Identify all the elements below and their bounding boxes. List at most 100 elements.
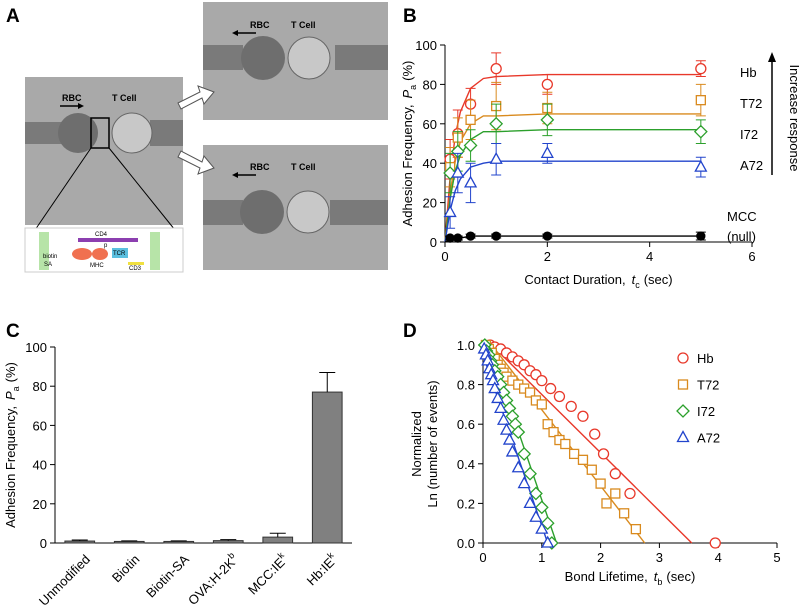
bar	[113, 540, 145, 544]
marker	[577, 410, 589, 422]
inset-label: TCR	[113, 251, 126, 257]
category-text: OVA:H-2K	[185, 555, 238, 608]
marker	[540, 516, 555, 531]
category-text: Biotin-SA	[143, 551, 192, 600]
marker	[529, 486, 543, 501]
cell-label: RBC	[250, 20, 270, 30]
x-tick-label: Biotin	[109, 552, 143, 586]
category-text: MCC:IE	[245, 555, 288, 598]
y-tick-label: 60	[33, 418, 47, 433]
axis-label-sub: c	[635, 280, 640, 290]
y-tick-label: 100	[25, 340, 47, 355]
cell-label: RBC	[250, 162, 270, 172]
y-tick-label: 80	[33, 379, 47, 394]
marker	[541, 535, 555, 548]
marker	[565, 400, 577, 413]
x-tick-label: 4	[646, 249, 653, 264]
marker	[541, 78, 553, 91]
axis-label-text: Bond Lifetime,	[565, 569, 648, 584]
x-tick-label: 1	[538, 550, 545, 565]
marker	[548, 426, 559, 438]
panel-label: B	[403, 6, 417, 27]
y-tick-label: 0.4	[457, 457, 475, 472]
category-text: Unmodified	[36, 552, 93, 609]
marker	[523, 496, 537, 509]
marker	[517, 476, 531, 489]
legend-label: T72	[740, 96, 762, 111]
x-tick-label: OVA:H-2Kb	[184, 550, 242, 608]
micrograph	[25, 77, 183, 225]
fit-line	[491, 344, 693, 544]
x-tick-label: 3	[656, 550, 663, 565]
legend-label: I72	[697, 404, 715, 419]
axis-label-unit: (%)	[3, 362, 18, 382]
marker	[553, 390, 566, 403]
marker	[595, 478, 606, 489]
marker	[536, 374, 548, 387]
marker	[496, 412, 511, 425]
marker	[534, 500, 549, 515]
error-bar	[170, 540, 187, 542]
marker	[597, 448, 610, 460]
y-tick-label: 0.0	[457, 536, 475, 551]
marker	[609, 468, 621, 480]
error-bar	[220, 539, 237, 541]
axis-label-sub: b	[657, 577, 662, 587]
axis-label-unit: (sec)	[644, 272, 673, 287]
legend-label: A72	[697, 431, 720, 446]
marker	[451, 165, 465, 178]
marker	[465, 231, 476, 241]
axis-label: Ln (number of events)	[425, 380, 440, 507]
marker	[445, 233, 455, 243]
axis-label: Contact Duration, tc (sec)	[524, 272, 672, 290]
fit-line	[444, 235, 701, 243]
error-bar	[319, 371, 336, 393]
bar	[212, 540, 244, 544]
inset-label: SA	[44, 262, 52, 268]
marker	[523, 466, 537, 481]
legend-label: MCC	[727, 209, 757, 224]
marker	[676, 404, 690, 418]
y-tick-label: 20	[423, 196, 437, 211]
axis-label-text: Contact Duration,	[524, 272, 625, 287]
axis-label-unit: (sec)	[666, 569, 695, 584]
axis-label: Adhesion Frequency, Pa (%)	[400, 61, 418, 227]
category-superscript: k	[276, 550, 287, 561]
annotation: (null)	[727, 229, 756, 244]
bar	[311, 391, 343, 544]
y-tick-label: 0.8	[457, 378, 475, 393]
axis-label: Adhesion Frequency, Pa (%)	[3, 362, 21, 528]
axis-label-var: P	[400, 90, 415, 99]
panel-label: C	[6, 321, 20, 342]
inset-label: MHC	[90, 263, 104, 269]
marker	[630, 523, 642, 535]
marker	[502, 432, 517, 445]
x-tick-label: 2	[544, 249, 551, 264]
marker	[535, 521, 549, 534]
x-tick-label: 6	[748, 249, 755, 264]
inset-label: p	[104, 243, 108, 249]
y-tick-label: 20	[33, 497, 47, 512]
annotation: Increase response	[787, 65, 800, 172]
legend-label: Hb	[697, 351, 714, 366]
legend-label: Hb	[740, 65, 757, 80]
axis-label-var: t	[632, 272, 637, 287]
x-tick-label: 2	[597, 550, 604, 565]
x-tick-label: Hb:IEk	[302, 550, 341, 589]
legend-label: T72	[697, 378, 719, 393]
marker	[491, 231, 501, 241]
marker	[589, 428, 601, 440]
x-tick-label: 5	[773, 550, 780, 565]
marker	[490, 62, 502, 75]
marker	[624, 487, 636, 500]
marker	[517, 446, 532, 461]
marker	[544, 382, 557, 395]
y-tick-label: 100	[415, 38, 437, 53]
marker	[511, 460, 525, 473]
marker	[696, 231, 706, 241]
marker	[610, 488, 621, 499]
marker	[491, 391, 505, 404]
marker	[618, 508, 630, 519]
marker	[693, 124, 708, 139]
marker	[676, 430, 690, 443]
